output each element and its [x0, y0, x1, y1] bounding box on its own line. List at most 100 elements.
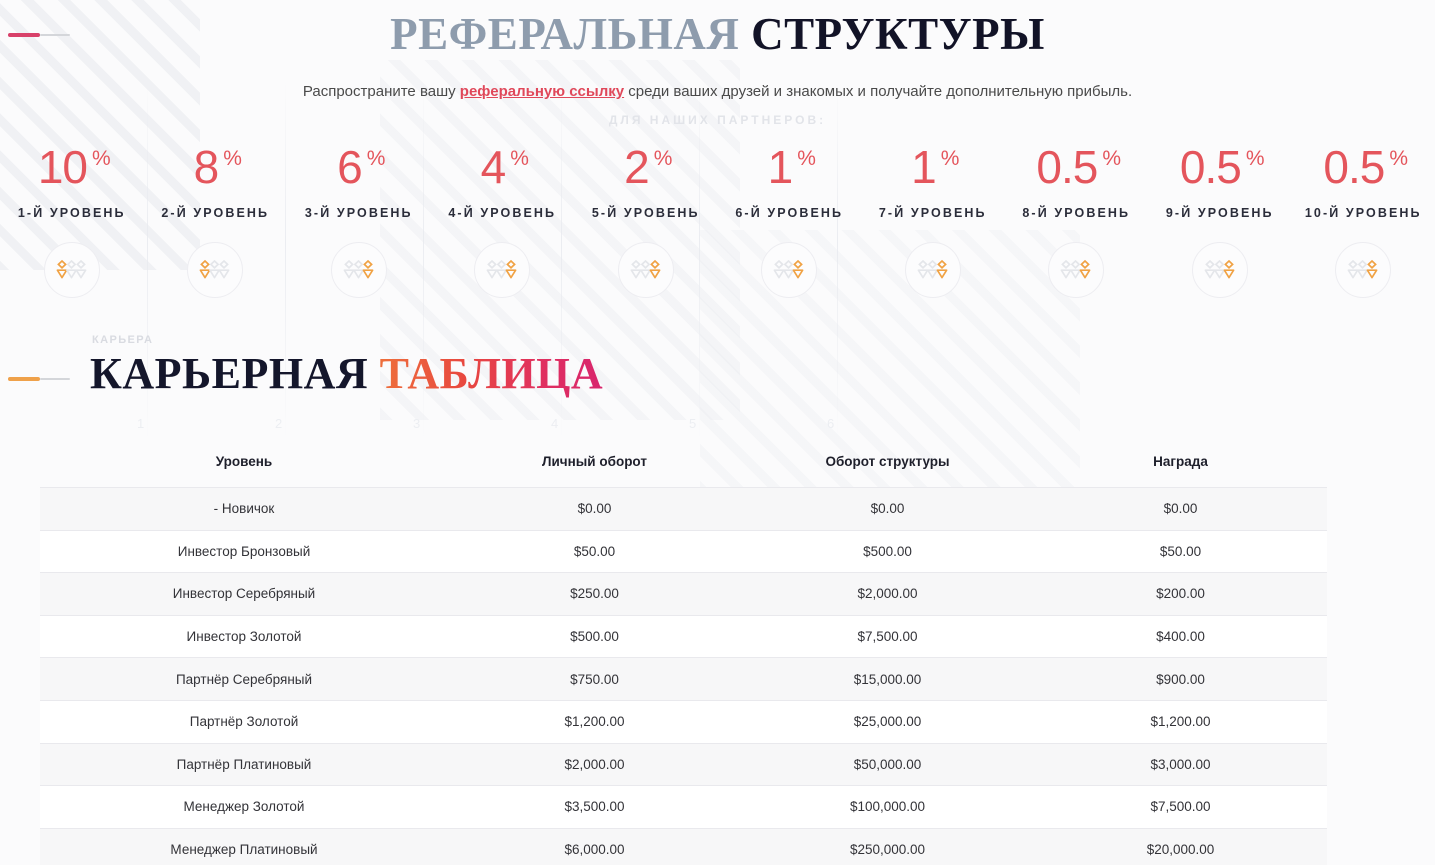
percent-symbol: %: [1389, 147, 1409, 170]
referral-link[interactable]: реферальную ссылку: [459, 83, 625, 100]
referral-people-icon: [1335, 242, 1392, 298]
career-cell-level: Инвестор Бронзовый: [40, 529, 448, 573]
career-cell-level: Менеджер Платиновый: [40, 827, 448, 865]
career-cell-level: Партнёр Серебряный: [40, 657, 448, 701]
subtitle-text-after: среди ваших друзей и знакомых и получайт…: [624, 83, 1133, 100]
watermark-number: 5: [689, 416, 698, 431]
accent-dash-grey-segment: [40, 378, 70, 380]
referral-people-icon: [43, 242, 100, 298]
percent-symbol: %: [797, 147, 816, 170]
career-cell-level: Партнёр Платиновый: [40, 742, 448, 786]
referral-people-icon: [187, 242, 244, 298]
career-title-part1: КАРЬЕРНАЯ: [90, 349, 369, 398]
career-eyebrow: КАРЬЕРА: [92, 334, 154, 346]
referral-level-7: 1% 7-Й УРОВЕНЬ: [861, 140, 1005, 310]
table-row[interactable]: Партнёр Платиновый $2,000.00 $50,000.00 $3,…: [40, 742, 1327, 786]
referral-people-icon: [1191, 242, 1248, 298]
career-table: Уровень Личный оборот Оборот структуры Нагр…: [40, 440, 1327, 865]
career-cell-personal: $500.00: [448, 614, 741, 658]
percent-symbol: %: [223, 147, 242, 170]
career-cell-personal: $250.00: [448, 572, 741, 616]
percent-symbol: %: [1102, 147, 1122, 170]
referral-people-icon: [1048, 242, 1105, 298]
referral-level-8: 0.5% 8-Й УРОВЕНЬ: [1005, 140, 1149, 310]
referral-level-percent: 0.5%: [1148, 140, 1292, 194]
career-cell-structure: $250,000.00: [741, 827, 1034, 865]
subtitle-text-before: Распространите вашу: [302, 83, 460, 100]
referral-level-label: 3-Й УРОВЕНЬ: [304, 206, 413, 220]
referral-level-label: 2-Й УРОВЕНЬ: [161, 206, 270, 220]
percent-value: 0.5: [1036, 141, 1098, 193]
watermark-number: 2: [275, 416, 284, 431]
referral-people-icon: [330, 242, 387, 298]
career-cell-reward: $0.00: [1034, 487, 1327, 531]
table-row[interactable]: - Новичок $0.00 $0.00 $0.00: [40, 487, 1327, 531]
page-title-part1: РЕФЕРАЛЬНАЯ: [390, 9, 740, 59]
percent-value: 1: [767, 141, 794, 193]
referral-level-label: 9-Й УРОВЕНЬ: [1165, 206, 1274, 220]
referral-level-9: 0.5% 9-Й УРОВЕНЬ: [1148, 140, 1292, 310]
career-cell-structure: $25,000.00: [741, 699, 1034, 744]
referral-level-percent: 10%: [0, 140, 144, 194]
career-cell-structure: $15,000.00: [741, 657, 1034, 701]
career-table-body: - Новичок $0.00 $0.00 $0.00 Инвестор Бронзов…: [40, 487, 1327, 865]
referral-level-label: 7-Й УРОВЕНЬ: [878, 206, 987, 220]
career-cell-personal: $6,000.00: [448, 827, 741, 865]
career-cell-structure: $7,500.00: [741, 614, 1034, 658]
accent-dash-grey-segment: [40, 34, 70, 36]
table-row[interactable]: Партнёр Серебряный $750.00 $15,000.00 $900.…: [40, 657, 1327, 701]
career-cell-reward: $7,500.00: [1034, 785, 1327, 829]
career-cell-reward: $20,000.00: [1034, 827, 1327, 865]
career-cell-personal: $50.00: [448, 529, 741, 573]
table-row[interactable]: Инвестор Бронзовый $50.00 $500.00 $50.00: [40, 529, 1327, 573]
page-title-part2: СТРУКТУРЫ: [751, 9, 1045, 59]
accent-dash-pink-segment: [8, 33, 40, 37]
career-cell-level: - Новичок: [40, 487, 448, 531]
table-row[interactable]: Инвестор Серебряный $250.00 $2,000.00 $200.…: [40, 572, 1327, 616]
career-cell-structure: $500.00: [741, 529, 1034, 573]
career-cell-structure: $0.00: [741, 487, 1034, 531]
referral-level-1: 10% 1-Й УРОВЕНЬ: [0, 140, 144, 310]
section-accent-dash: [8, 33, 70, 37]
table-row[interactable]: Менеджер Золотой $3,500.00 $100,000.00 $7,5…: [40, 785, 1327, 829]
career-cell-structure: $100,000.00: [741, 785, 1034, 829]
career-section-title: КАРЬЕРНАЯ ТАБЛИЦА: [90, 348, 603, 400]
watermark-number: 1: [137, 416, 146, 431]
referral-people-icon: [904, 242, 961, 298]
percent-symbol: %: [91, 147, 111, 170]
referral-people-icon: [617, 242, 674, 298]
percent-value: 4: [480, 141, 507, 193]
percent-value: 1: [911, 141, 937, 193]
table-row[interactable]: Партнёр Золотой $1,200.00 $25,000.00 $1,200…: [40, 699, 1327, 744]
referral-level-10: 0.5% 10-Й УРОВЕНЬ: [1292, 140, 1435, 310]
percent-value: 0.5: [1179, 141, 1242, 193]
career-table-column-header: Уровень: [215, 454, 273, 469]
referral-subtitle: Распространите вашу реферальную ссылку с…: [0, 81, 1435, 103]
percent-value: 8: [193, 141, 220, 193]
table-row[interactable]: Менеджер Платиновый $6,000.00 $250,000.00 $…: [40, 827, 1327, 865]
referral-level-percent: 4%: [431, 140, 575, 194]
career-table-wrapper: Уровень Личный оборот Оборот структуры Нагр…: [40, 440, 1327, 865]
career-table-column-header: Личный оборот: [542, 454, 647, 469]
career-table-header-row: Уровень Личный оборот Оборот структуры Нагр…: [40, 440, 1327, 488]
page-title: РЕФЕРАЛЬНАЯ СТРУКТУРЫ: [0, 8, 1435, 60]
career-table-column-header: Оборот структуры: [825, 454, 950, 469]
referral-level-percent: 2%: [574, 140, 718, 194]
percent-symbol: %: [653, 147, 673, 170]
watermark-number: 6: [827, 416, 836, 431]
referral-levels-row: 10% 1-Й УРОВЕНЬ 8% 2-Й УРОВЕНЬ 6% 3-Й УРОВЕНЬ…: [0, 140, 1435, 310]
watermark-number: 3: [413, 416, 422, 431]
career-cell-reward: $3,000.00: [1034, 742, 1327, 786]
percent-value: 0.5: [1323, 141, 1385, 193]
referral-level-percent: 1%: [718, 140, 862, 194]
table-row[interactable]: Инвестор Золотой $500.00 $7,500.00 $400.00: [40, 614, 1327, 658]
referral-level-label: 5-Й УРОВЕНЬ: [591, 206, 700, 220]
career-title-part2: ТАБЛИЦА: [379, 349, 604, 398]
career-cell-reward: $400.00: [1034, 614, 1327, 658]
career-accent-dash: [8, 377, 70, 381]
career-cell-structure: $2,000.00: [741, 572, 1034, 616]
career-cell-personal: $1,200.00: [448, 699, 741, 744]
referral-level-percent: 8%: [144, 140, 288, 194]
career-cell-level: Инвестор Золотой: [40, 614, 448, 658]
